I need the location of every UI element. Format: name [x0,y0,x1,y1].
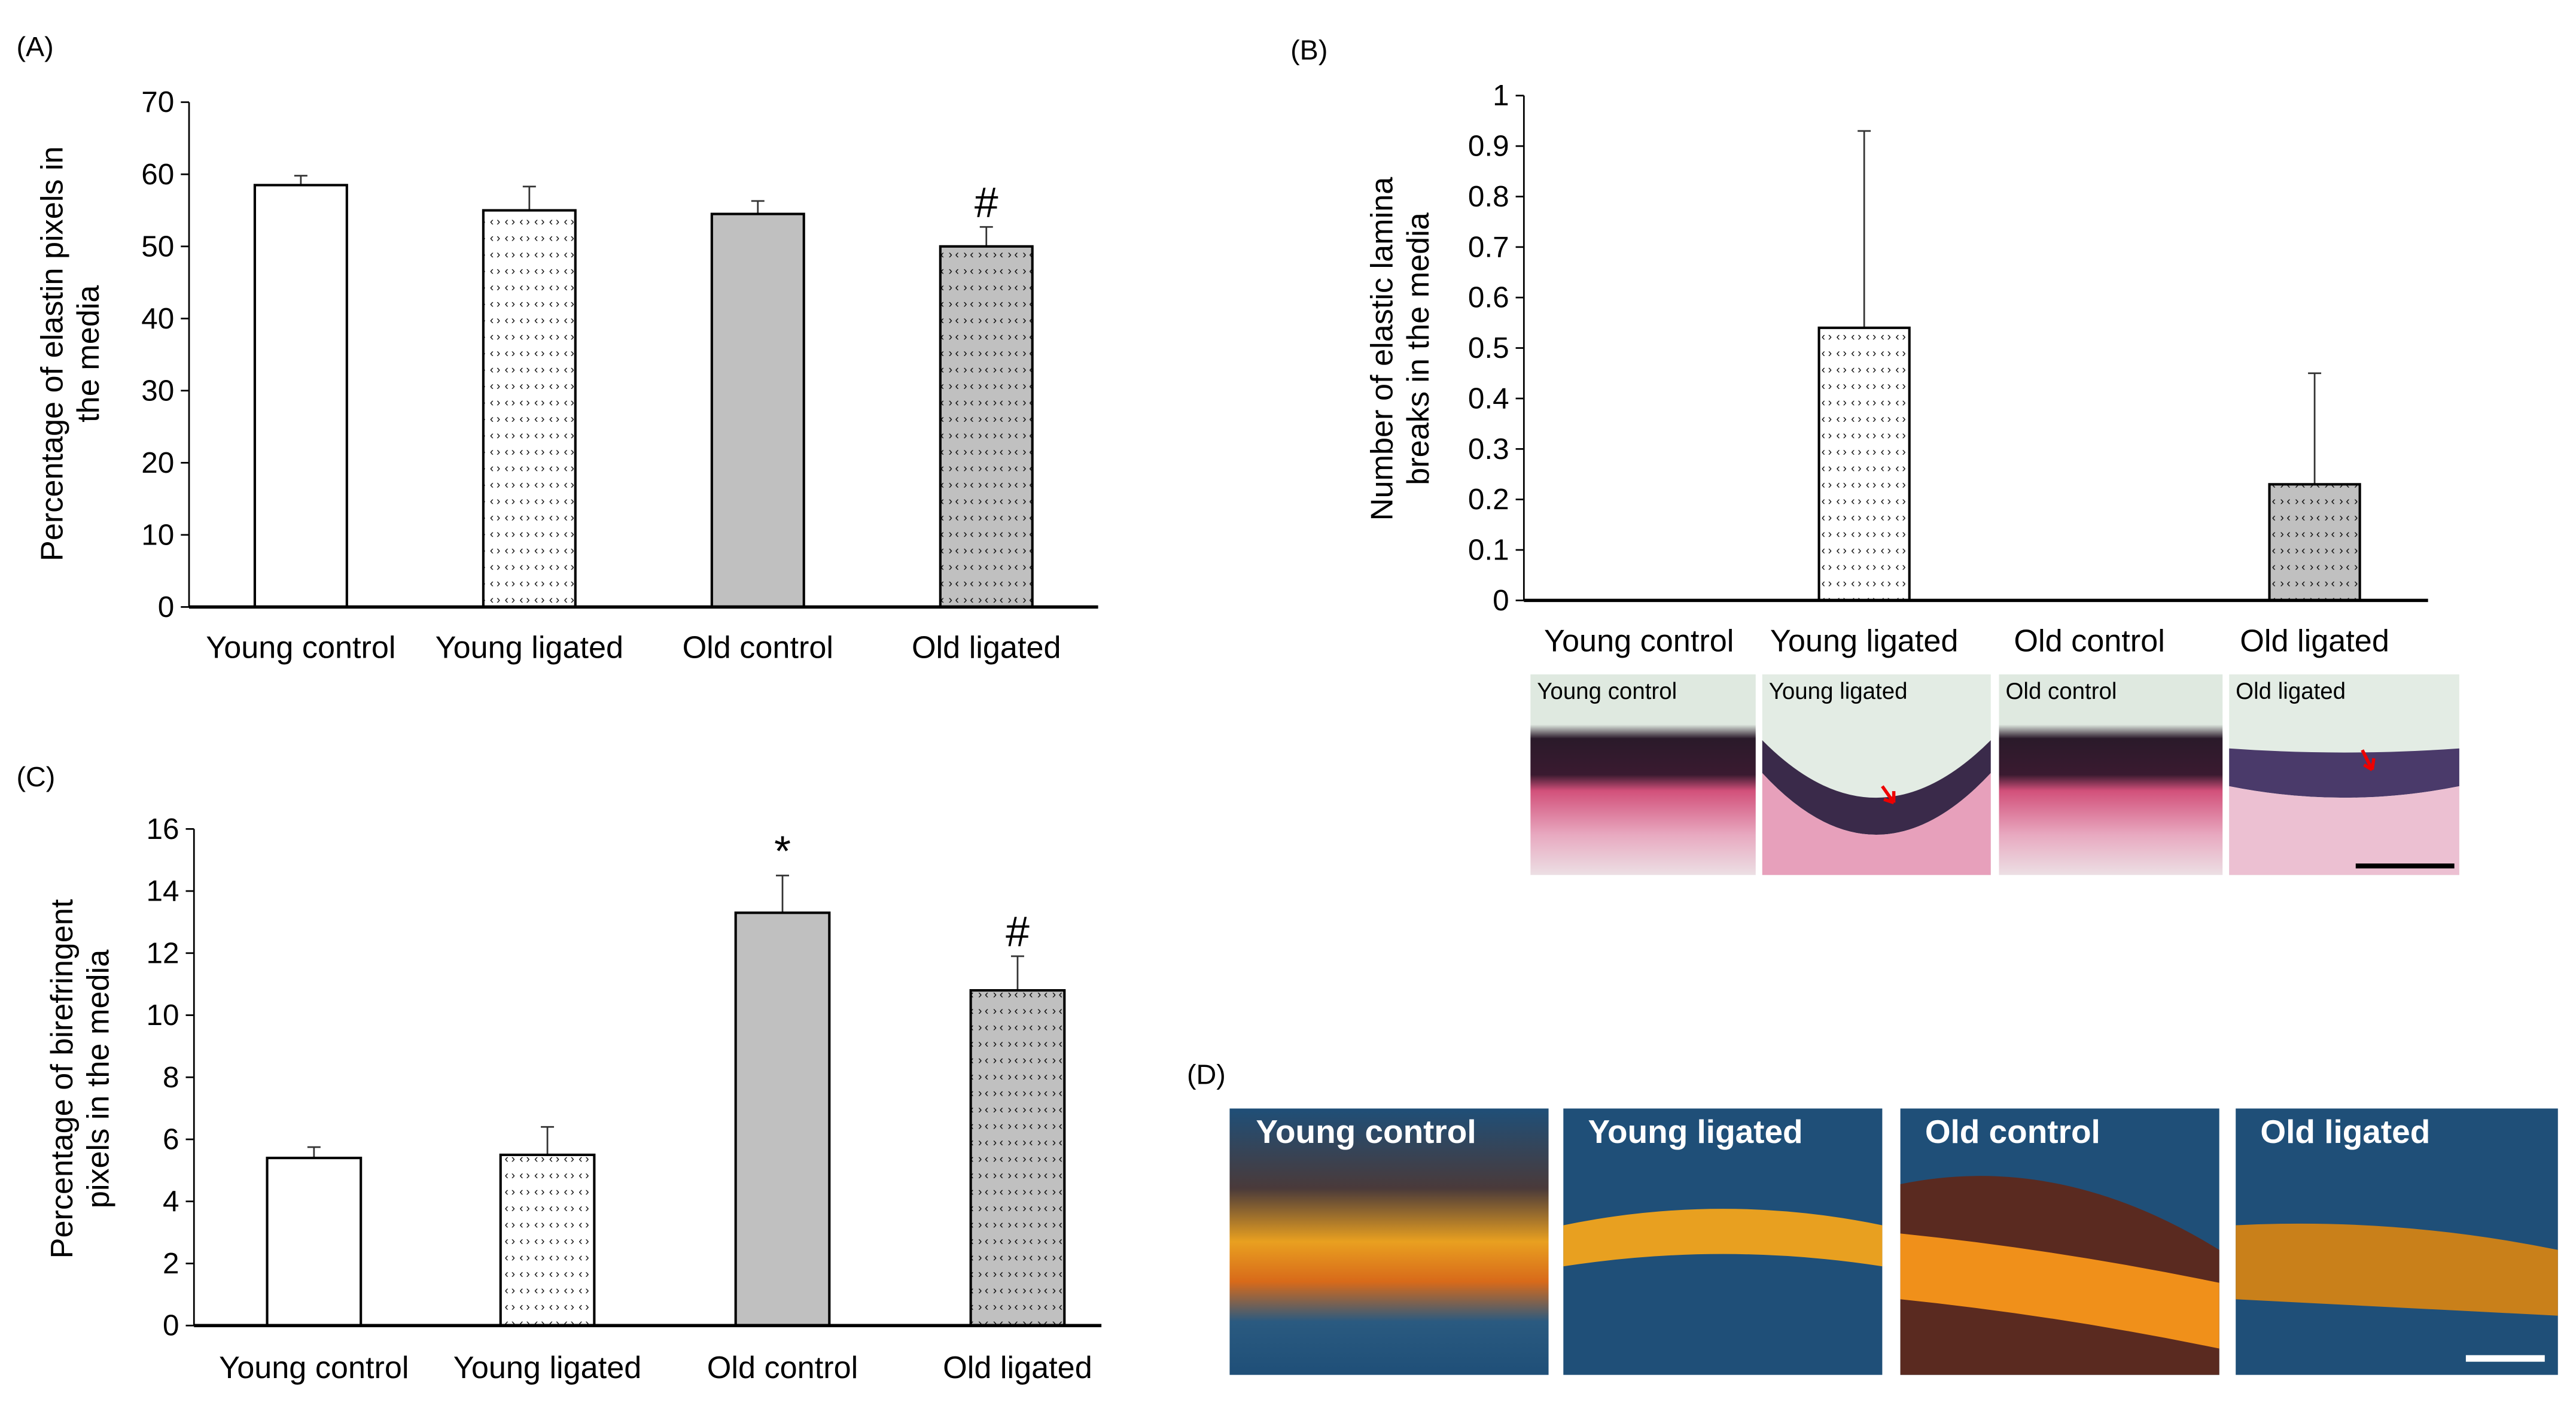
y-tick-label: 0.1 [1468,534,1509,567]
y-tick-label: 0.9 [1468,130,1509,163]
scale-bar [2465,1355,2545,1362]
image-label: Young control [1537,679,1677,704]
scale-bar [2355,863,2455,869]
y-tick-label: 40 [141,302,174,335]
y-tick-label: 10 [147,999,179,1032]
y-tick-label: 70 [141,86,174,118]
bar [710,212,805,609]
polarized-image-old-ligated: Old ligated [2236,1108,2558,1375]
x-tick-label: Young control [219,1351,409,1385]
y-tick-label: 50 [141,230,174,263]
histology-image-young-control: Young control [1530,674,1756,875]
y-tick-label: 8 [163,1061,179,1094]
chart-a: 0 10 20 30 40 50 60 70 Young control Young ligate… [35,86,1098,665]
y-tick-label: 12 [147,936,179,969]
y-tick-label: 60 [141,158,174,191]
panel-label-b: (B) [1290,34,1327,65]
histology-image-old-control: Old control [1999,674,2223,875]
y-tick-label: 0.2 [1468,483,1509,516]
panel-label-c: (C) [16,761,55,792]
panel-label-a: (A) [16,31,53,62]
bar [1817,326,1911,602]
x-tick-label: Young ligated [1770,624,1959,659]
x-tick-label: Old control [683,631,833,665]
x-tick-label: Old control [707,1351,858,1385]
histology-image-old-ligated: Old ligated [2229,674,2459,875]
polarized-images: Young control Young ligated Old control … [1229,1108,2558,1375]
bar [253,184,348,609]
y-axis-label: pixels in the media [81,949,115,1208]
red-arrow-icon [2361,749,2376,771]
red-arrow-icon [1881,785,1896,804]
bar [734,911,831,1327]
image-label: Old control [1925,1113,2100,1150]
histology-images: Young control Young ligated Old control … [1530,674,2459,875]
bar [499,1153,596,1327]
significance-marker: # [1006,908,1030,956]
y-axis-label: Number of elastic lamina [1365,177,1399,521]
y-tick-label: 0.7 [1468,230,1509,263]
bar [939,245,1034,609]
panel-label-d: (D) [1187,1059,1226,1090]
y-tick-label: 0.4 [1468,382,1509,415]
x-tick-label: Young control [206,631,395,665]
bar [2268,483,2361,602]
y-tick-label: 10 [141,518,174,551]
y-tick-label: 0 [158,591,175,624]
x-tick-label: Old control [2014,624,2164,659]
bar [482,209,577,609]
y-tick-label: 0 [163,1309,179,1342]
bar [969,989,1066,1327]
chart-c: 0 2 4 6 8 10 12 14 16 Young control Young ligated *… [45,813,1102,1385]
y-tick-label: 2 [163,1247,179,1280]
y-tick-label: 30 [141,374,174,407]
y-tick-label: 0.5 [1468,332,1509,364]
image-label: Young ligated [1769,679,1908,704]
x-tick-label: Young ligated [436,631,624,665]
image-label: Young ligated [1588,1113,1802,1150]
y-axis-label: Percentage of elastin pixels in [35,146,69,561]
image-label: Young control [1256,1113,1476,1150]
x-tick-label: Young ligated [453,1351,642,1385]
y-tick-label: 4 [163,1185,179,1218]
y-tick-label: 0.6 [1468,281,1509,314]
x-tick-label: Old ligated [2240,624,2389,659]
bar [266,1157,363,1327]
y-tick-label: 14 [147,875,179,908]
x-tick-label: Old ligated [912,631,1061,665]
polarized-image-old-control: Old control [1900,1108,2219,1375]
polarized-image-young-ligated: Young ligated [1563,1108,1883,1375]
image-label: Old ligated [2236,679,2346,704]
image-label: Old control [2005,679,2117,704]
image-label: Old ligated [2260,1113,2430,1150]
significance-marker: * [774,828,791,875]
y-axis-label: breaks in the media [1401,212,1436,485]
y-tick-label: 0 [1493,584,1509,617]
x-tick-label: Old ligated [943,1351,1092,1385]
significance-marker: # [975,179,998,227]
x-tick-label: Young control [1544,624,1734,659]
chart-b: 0 0.1 0.2 0.3 0.4 0.5 0.6 0.7 0.8 0.9 1 Young contr… [1365,79,2428,659]
polarized-image-young-control: Young control [1229,1108,1549,1375]
y-tick-label: 1 [1493,79,1509,112]
y-tick-label: 6 [163,1123,179,1156]
histology-image-young-ligated: Young ligated [1762,674,1991,875]
y-tick-label: 0.3 [1468,433,1509,466]
y-tick-label: 16 [147,813,179,846]
y-tick-label: 20 [141,446,174,479]
y-axis-label: Percentage of birefringent [45,899,80,1258]
y-axis-label: the media [71,285,106,422]
y-tick-label: 0.8 [1468,180,1509,213]
